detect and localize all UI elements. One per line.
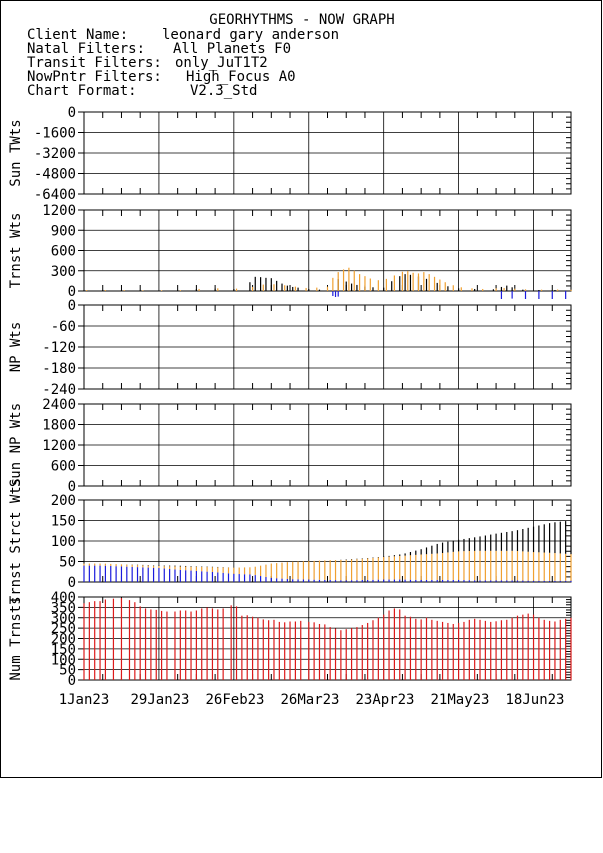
y-tick-label: 400 xyxy=(51,590,76,606)
panel-np-wts: 0 -60 -120 -180 -240 NP Wts xyxy=(8,298,572,398)
y-tick-label: 50 xyxy=(59,555,76,571)
x-tick-label: 23Apr23 xyxy=(355,692,414,708)
header-value-nowpntr: High_Focus A0 xyxy=(186,69,296,85)
y-tick-label: -60 xyxy=(51,319,76,335)
panel-sun-twts: 0 -1600 -3200 -4800 -6400 Sun TWts xyxy=(8,105,572,203)
header-value-format: V2.3_Std xyxy=(190,83,257,99)
y-tick-label: 100 xyxy=(51,534,76,550)
header-label-client: Client Name: xyxy=(27,27,128,43)
y-tick-label: 100 xyxy=(51,652,76,668)
header-label-nowpntr: NowPntr Filters: xyxy=(27,69,162,85)
header-label-natal: Natal Filters: xyxy=(27,41,145,57)
y-axis-label: NP Wts xyxy=(8,322,24,373)
y-tick-label: 300 xyxy=(51,264,76,280)
x-tick-label: 18Jun23 xyxy=(505,692,564,708)
y-tick-label: -240 xyxy=(42,382,76,398)
y-tick-label: 200 xyxy=(51,632,76,648)
outer-border xyxy=(0,0,602,778)
y-tick-label: 1800 xyxy=(42,418,76,434)
header-value-transit: only_JuT1T2 xyxy=(175,55,268,71)
x-tick-label: 29Jan23 xyxy=(130,692,189,708)
y-tick-label: 150 xyxy=(51,642,76,658)
y-tick-label: 150 xyxy=(51,514,76,530)
y-tick-label: 600 xyxy=(51,244,76,260)
y-tick-label: 200 xyxy=(51,493,76,509)
panel-strct-wts: 200 150 100 50 0 Trnst Strct Wts xyxy=(8,478,572,604)
y-tick-label: -6400 xyxy=(34,187,76,203)
panel-frame xyxy=(83,111,572,195)
y-tick-label: 0 xyxy=(68,673,76,689)
header-label-format: Chart Format: xyxy=(27,83,137,99)
y-tick-label: 0 xyxy=(68,284,76,300)
y-tick-label: -180 xyxy=(42,361,76,377)
chart-panels: 0 -1600 -3200 -4800 -6400 Sun TWts 1200 900 600 3… xyxy=(8,105,572,689)
y-tick-label: -120 xyxy=(42,340,76,356)
y-tick-label: 0 xyxy=(68,479,76,495)
x-tick-label: 1Jan23 xyxy=(59,692,110,708)
panel-frame xyxy=(83,304,572,390)
y-tick-label: -1600 xyxy=(34,126,76,142)
header-value-client: leonard gary anderson xyxy=(162,27,339,43)
y-tick-label: -4800 xyxy=(34,167,76,183)
x-axis: 1Jan23 29Jan23 26Feb23 26Mar23 23Apr23 21May2… xyxy=(59,692,565,708)
header-label-transit: Transit Filters: xyxy=(27,55,162,71)
y-axis-label: Trnst Strct Wts xyxy=(8,478,24,604)
header-rows: Client Name: leonard gary anderson Natal… xyxy=(27,27,339,99)
y-axis-label: Sun NP Wts xyxy=(8,403,24,487)
y-tick-label: 1200 xyxy=(42,203,76,219)
y-tick-label: 1200 xyxy=(42,438,76,454)
y-tick-label: 300 xyxy=(51,611,76,627)
x-tick-label: 21May23 xyxy=(430,692,489,708)
y-tick-label: 0 xyxy=(68,575,76,591)
y-tick-label: 250 xyxy=(51,621,76,637)
y-axis-label: Num Trnsts xyxy=(8,596,24,680)
y-axis-label: Trnst Wts xyxy=(8,213,24,289)
header-value-natal: All Planets F0 xyxy=(173,41,291,57)
panel-trnst-wts: 1200 900 600 300 0 Trnst Wts xyxy=(8,203,572,300)
y-tick-label: 600 xyxy=(51,459,76,475)
panel-sun-np-wts: 2400 1800 1200 600 0 Sun NP Wts xyxy=(8,397,572,495)
y-tick-label: 50 xyxy=(59,663,76,679)
y-tick-label: -3200 xyxy=(34,146,76,162)
x-tick-label: 26Feb23 xyxy=(205,692,264,708)
y-tick-label: 2400 xyxy=(42,397,76,413)
y-tick-label: 0 xyxy=(68,298,76,314)
y-tick-label: 0 xyxy=(68,105,76,121)
y-axis-label: Sun TWts xyxy=(8,119,24,186)
x-tick-label: 26Mar23 xyxy=(280,692,339,708)
y-tick-label: 900 xyxy=(51,223,76,239)
panel-frame xyxy=(83,403,572,487)
chart-title: GEORHYTHMS - NOW GRAPH xyxy=(209,12,394,28)
y-tick-label: 350 xyxy=(51,600,76,616)
